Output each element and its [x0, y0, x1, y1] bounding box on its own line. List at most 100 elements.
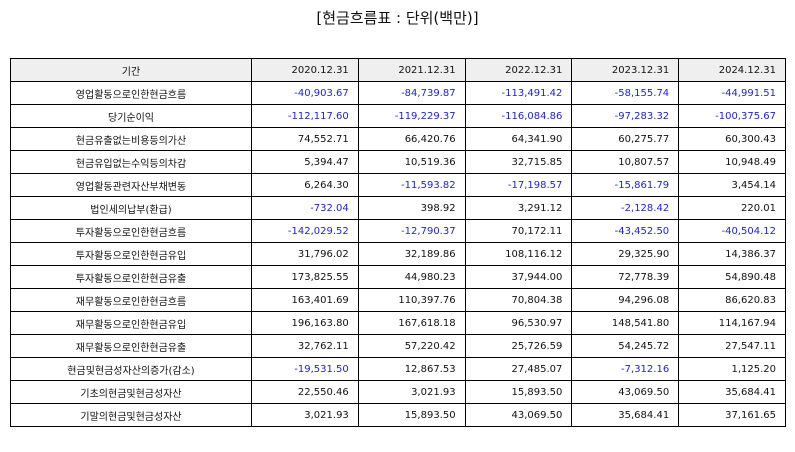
table-row: 기말의현금및현금성자산 3,021.93 15,893.50 43,069.50 35,…	[10, 403, 786, 427]
value-cell: 32,762.11	[251, 334, 359, 358]
value-cell: 220.01	[678, 196, 786, 220]
value-cell: 74,552.71	[251, 127, 359, 151]
value-cell: 54,245.72	[571, 334, 680, 358]
value-cell: 3,454.14	[678, 173, 786, 197]
value-cell: -11,593.82	[357, 173, 466, 197]
cash-flow-table: 기간 2020.12.31 2021.12.31 2022.12.31 2023…	[10, 58, 786, 427]
table-row: 현금및현금성자산의증가(감소) -19,531.50 12,867.53 27,485…	[10, 357, 786, 381]
value-cell: 10,948.49	[678, 150, 786, 174]
value-cell: 70,804.38	[464, 288, 573, 312]
value-cell: -19,531.50	[251, 357, 359, 381]
value-cell: 108,116.12	[464, 242, 573, 266]
year-column-header: 2024.12.31	[678, 58, 786, 82]
value-cell: 163,401.69	[251, 288, 359, 312]
table-row: 당기순이익 -112,117.60 -119,229.37 -116,084.86 -9…	[10, 104, 786, 128]
value-cell: 44,980.23	[357, 265, 466, 289]
value-cell: 27,485.07	[464, 357, 573, 381]
value-cell: -43,452.50	[571, 219, 680, 243]
row-label: 현금유출없는비용등의가산	[10, 127, 252, 151]
row-label: 기말의현금및현금성자산	[10, 403, 252, 427]
value-cell: -15,861.79	[571, 173, 680, 197]
table-row: 재무활동으로인한현금흐름 163,401.69 110,397.76 70,804.3…	[10, 288, 786, 312]
value-cell: 5,394.47	[251, 150, 359, 174]
value-cell: 94,296.08	[571, 288, 680, 312]
value-cell: 27,547.11	[678, 334, 786, 358]
value-cell: -44,991.51	[678, 81, 786, 105]
value-cell: 32,189.86	[357, 242, 466, 266]
value-cell: 3,291.12	[464, 196, 573, 220]
table-row: 법인세의납부(환급) -732.04 398.92 3,291.12 -2,128.42…	[10, 196, 786, 220]
row-label: 기초의현금및현금성자산	[10, 380, 252, 404]
value-cell: 167,618.18	[357, 311, 466, 335]
value-cell: -142,029.52	[251, 219, 359, 243]
value-cell: -732.04	[251, 196, 359, 220]
value-cell: 14,386.37	[678, 242, 786, 266]
table-row: 재무활동으로인한현금유출 32,762.11 57,220.42 25,726.59 5…	[10, 334, 786, 358]
row-label: 당기순이익	[10, 104, 252, 128]
year-column-header: 2022.12.31	[464, 58, 573, 82]
value-cell: -113,491.42	[464, 81, 573, 105]
row-label: 재무활동으로인한현금유입	[10, 311, 252, 335]
table-header-row: 기간 2020.12.31 2021.12.31 2022.12.31 2023…	[10, 58, 786, 82]
table-row: 투자활동으로인한현금유출 173,825.55 44,980.23 37,944.00…	[10, 265, 786, 289]
table-row: 현금유출없는비용등의가산 74,552.71 66,420.76 64,341.90 6…	[10, 127, 786, 151]
value-cell: 6,264.30	[251, 173, 359, 197]
value-cell: 12,867.53	[357, 357, 466, 381]
row-label: 현금유입없는수익등의차감	[10, 150, 252, 174]
value-cell: -40,903.67	[251, 81, 359, 105]
value-cell: 1,125.20	[678, 357, 786, 381]
value-cell: 60,300.43	[678, 127, 786, 151]
value-cell: -12,790.37	[357, 219, 466, 243]
row-label: 영업활동으로인한현금흐름	[10, 81, 252, 105]
value-cell: 86,620.83	[678, 288, 786, 312]
value-cell: 25,726.59	[464, 334, 573, 358]
year-column-header: 2020.12.31	[251, 58, 359, 82]
value-cell: -97,283.32	[571, 104, 680, 128]
value-cell: 148,541.80	[571, 311, 680, 335]
table-row: 투자활동으로인한현금유입 31,796.02 32,189.86 108,116.12…	[10, 242, 786, 266]
table-row: 기초의현금및현금성자산 22,550.46 3,021.93 15,893.50 43,…	[10, 380, 786, 404]
value-cell: 196,163.80	[251, 311, 359, 335]
value-cell: -40,504.12	[678, 219, 786, 243]
value-cell: 60,275.77	[571, 127, 680, 151]
row-label: 현금및현금성자산의증가(감소)	[10, 357, 252, 381]
row-label: 투자활동으로인한현금유입	[10, 242, 252, 266]
row-label: 영업활동관련자산부채변동	[10, 173, 252, 197]
value-cell: 15,893.50	[464, 380, 573, 404]
value-cell: -84,739.87	[357, 81, 466, 105]
value-cell: 54,890.48	[678, 265, 786, 289]
value-cell: -100,375.67	[678, 104, 786, 128]
value-cell: 110,397.76	[357, 288, 466, 312]
value-cell: 31,796.02	[251, 242, 359, 266]
value-cell: 57,220.42	[357, 334, 466, 358]
value-cell: 35,684.41	[571, 403, 680, 427]
value-cell: 35,684.41	[678, 380, 786, 404]
value-cell: 37,161.65	[678, 403, 786, 427]
period-column-header: 기간	[10, 58, 252, 82]
value-cell: 37,944.00	[464, 265, 573, 289]
value-cell: 29,325.90	[571, 242, 680, 266]
value-cell: 96,530.97	[464, 311, 573, 335]
value-cell: 70,172.11	[464, 219, 573, 243]
value-cell: 173,825.55	[251, 265, 359, 289]
value-cell: -112,117.60	[251, 104, 359, 128]
value-cell: -17,198.57	[464, 173, 573, 197]
value-cell: -116,084.86	[464, 104, 573, 128]
value-cell: 15,893.50	[357, 403, 466, 427]
page-title: [현금흐름표 : 단위(백만)]	[316, 9, 479, 27]
table-row: 재무활동으로인한현금유입 196,163.80 167,618.18 96,530.9…	[10, 311, 786, 335]
value-cell: 398.92	[357, 196, 466, 220]
row-label: 재무활동으로인한현금유출	[10, 334, 252, 358]
value-cell: 22,550.46	[251, 380, 359, 404]
value-cell: 10,519.36	[357, 150, 466, 174]
value-cell: -119,229.37	[357, 104, 466, 128]
value-cell: 32,715.85	[464, 150, 573, 174]
value-cell: 43,069.50	[464, 403, 573, 427]
value-cell: 114,167.94	[678, 311, 786, 335]
table-row: 영업활동으로인한현금흐름 -40,903.67 -84,739.87 -113,491…	[10, 81, 786, 105]
table-row: 영업활동관련자산부채변동 6,264.30 -11,593.82 -17,198.57…	[10, 173, 786, 197]
year-column-header: 2021.12.31	[357, 58, 466, 82]
value-cell: 3,021.93	[251, 403, 359, 427]
value-cell: 66,420.76	[357, 127, 466, 151]
value-cell: -58,155.74	[571, 81, 680, 105]
